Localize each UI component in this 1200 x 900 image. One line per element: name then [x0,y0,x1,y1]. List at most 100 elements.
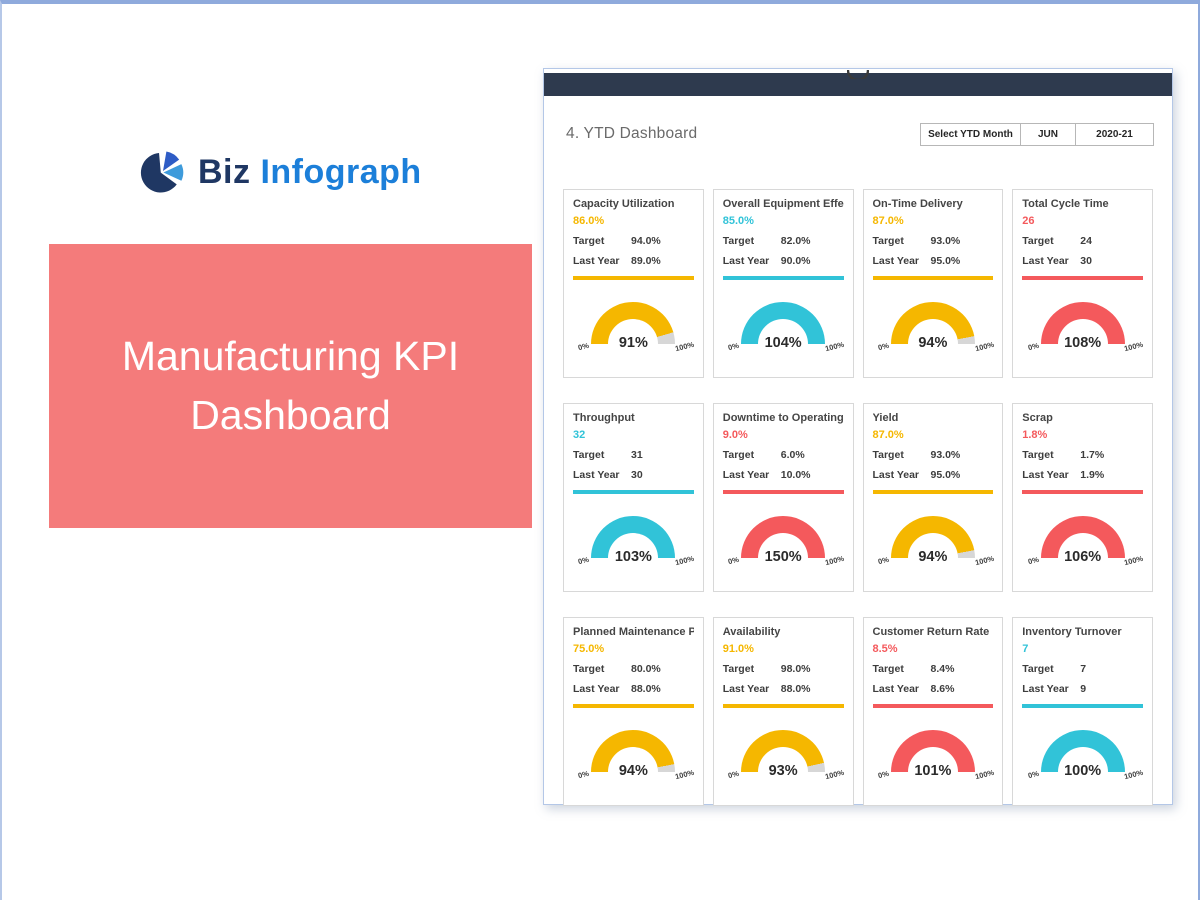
gauge-max-label: 100% [1123,767,1145,782]
gauge-hole [758,533,809,583]
gauge-chart: 0% 94% 100% [877,516,995,591]
gauge-hole [758,747,809,797]
target-value: 7 [1080,663,1087,675]
gauge-hole [608,319,659,369]
kpi-title: Customer Return Rate [872,626,990,638]
target-label: Target [722,663,755,675]
kpi-card: Inventory Turnover 7 Target 7 Last Year … [1012,617,1153,806]
kpi-target-row: Target 93.0% [873,235,994,247]
kpi-target-row: Target 94.0% [573,235,694,247]
selector-year-dropdown[interactable]: 2020-21 [1075,122,1154,146]
selector-label: Select YTD Month [920,122,1021,146]
hero-title-line1: Manufacturing KPI [121,332,460,379]
kpi-lastyear-row: Last Year 8.6% [873,683,994,695]
gauge-max-label: 100% [824,339,845,354]
kpi-title: On-Time Delivery [872,198,963,210]
gauge-chart: 0% 94% 100% [577,730,695,805]
kpi-card: Downtime to Operating Tim 9.0% Target 6.… [712,403,854,592]
gauge-hole [907,747,958,797]
kpi-lastyear-row: Last Year 89.0% [573,255,694,267]
lastyear-value: 30 [1080,255,1092,267]
kpi-title: Inventory Turnover [1022,626,1122,638]
kpi-current-value: 91.0% [722,643,754,655]
gauge-min-label: 0% [1026,554,1040,567]
accent-divider [1022,490,1143,494]
lastyear-value: 88.0% [631,683,661,695]
gauge-min-label: 0% [876,554,890,567]
gauge-min-label: 0% [577,768,591,781]
gauge-max-label: 100% [674,339,696,354]
target-value: 93.0% [930,235,961,247]
target-label: Target [872,449,904,461]
gauge-hole [758,319,809,369]
hero-banner: Manufacturing KPI Dashboard [49,244,532,528]
kpi-card: Capacity Utilization 86.0% Target 94.0% … [563,189,704,378]
lastyear-label: Last Year [573,469,620,481]
kpi-card: Planned Maintenance Perc 75.0% Target 80… [563,617,704,806]
gauge-max-label: 100% [973,339,995,354]
accent-divider [573,490,694,494]
gauge-value: 103% [614,549,652,565]
lastyear-label: Last Year [872,255,920,267]
gauge-min-label: 0% [876,768,890,781]
gauge-max-label: 100% [1123,339,1145,354]
lastyear-label: Last Year [573,683,620,695]
accent-divider [872,704,994,708]
kpi-title: Scrap [1022,412,1053,424]
lastyear-value: 95.0% [930,469,961,481]
kpi-current-value: 1.8% [1022,429,1048,441]
gauge-hole [1057,533,1108,583]
kpi-title: Total Cycle Time [1022,198,1109,210]
kpi-lastyear-row: Last Year 95.0% [873,469,994,481]
lastyear-value: 9 [1080,683,1087,695]
gauge-value: 106% [1064,549,1102,565]
kpi-grid: Capacity Utilization 86.0% Target 94.0% … [563,189,1153,806]
gauge-value: 104% [764,335,802,351]
accent-divider [722,490,844,494]
kpi-current-value: 7 [1022,643,1029,655]
pie-chart-icon [140,151,184,193]
gauge-value: 93% [768,763,798,779]
target-label: Target [573,663,605,675]
target-value: 6.0% [780,449,805,461]
kpi-title: Overall Equipment Effectiv [722,198,844,210]
kpi-card: Scrap 1.8% Target 1.7% Last Year 1.9% 0%… [1012,403,1153,592]
kpi-current-value: 8.5% [872,643,898,655]
lastyear-label: Last Year [722,683,770,695]
lastyear-value: 88.0% [780,683,811,695]
kpi-card: Availability 91.0% Target 98.0% Last Yea… [712,617,854,806]
target-value: 8.4% [930,663,955,675]
gauge-min-label: 0% [876,340,890,353]
target-value: 80.0% [631,663,661,675]
kpi-title: Planned Maintenance Perc [573,626,694,638]
gauge-max-label: 100% [824,767,845,782]
kpi-current-value: 9.0% [722,429,748,441]
accent-divider [1022,704,1143,708]
kpi-title: Capacity Utilization [573,198,675,210]
gauge-value: 108% [1064,335,1102,351]
gauge-chart: 0% 150% 100% [727,516,845,591]
target-label: Target [722,235,755,247]
kpi-card: On-Time Delivery 87.0% Target 93.0% Last… [862,189,1004,378]
kpi-card: Total Cycle Time 26 Target 24 Last Year … [1012,189,1153,378]
kpi-current-value: 87.0% [872,429,904,441]
gauge-chart: 0% 94% 100% [877,302,995,377]
target-value: 24 [1080,235,1092,247]
lastyear-value: 89.0% [631,255,661,267]
selector-month-dropdown[interactable]: JUN [1020,122,1076,146]
kpi-card: Throughput 32 Target 31 Last Year 30 0% … [563,403,704,592]
kpi-lastyear-row: Last Year 90.0% [723,255,844,267]
gauge-chart: 0% 104% 100% [727,302,845,377]
accent-divider [1022,276,1143,280]
lastyear-value: 90.0% [780,255,811,267]
kpi-current-value: 86.0% [573,215,605,227]
kpi-lastyear-row: Last Year 1.9% [1022,469,1143,481]
lastyear-label: Last Year [872,683,920,695]
lastyear-label: Last Year [573,255,620,267]
kpi-current-value: 75.0% [573,643,605,655]
accent-divider [573,276,694,280]
gauge-min-label: 0% [727,340,740,353]
target-value: 82.0% [780,235,811,247]
target-value: 94.0% [631,235,661,247]
kpi-target-row: Target 31 [573,449,694,461]
